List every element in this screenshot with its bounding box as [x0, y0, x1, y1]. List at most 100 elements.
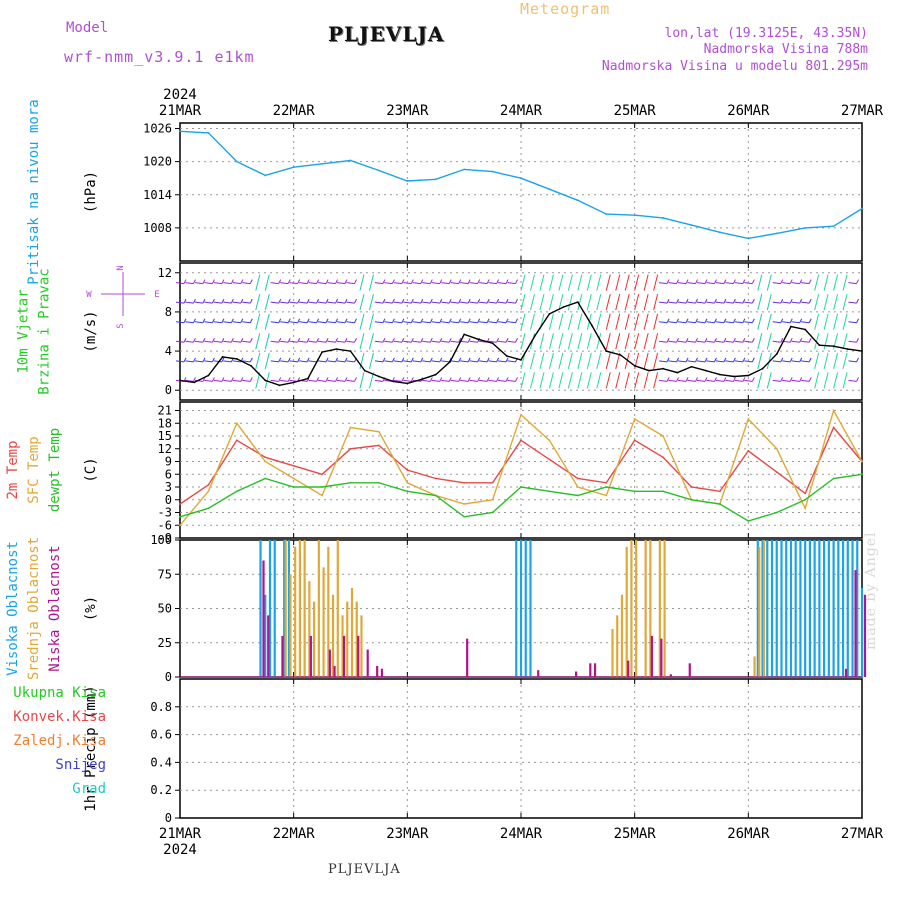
wind-barb: [249, 298, 253, 304]
wind-barb: [354, 318, 357, 323]
wind-barb: [789, 279, 793, 284]
wind-barb: [791, 282, 800, 285]
wind-barb: [336, 340, 346, 343]
wind-barb: [634, 372, 640, 389]
wind-barb: [666, 318, 670, 323]
wind-barb: [450, 360, 459, 363]
wind-barb: [441, 321, 450, 324]
wind-barb: [194, 360, 204, 363]
wind-barb: [751, 298, 755, 304]
temperature-data-point: [832, 426, 835, 429]
wind-data-point: [306, 377, 309, 380]
wind-barb: [441, 360, 450, 363]
wind-barb: [706, 360, 715, 363]
wind-barb: [346, 379, 355, 382]
wind-barb: [420, 298, 424, 304]
wind-data-point: [747, 374, 750, 377]
wind-barb: [856, 318, 859, 323]
wind-barb: [539, 294, 545, 311]
wind-barb: [344, 318, 348, 323]
wind-barb: [412, 282, 421, 285]
wind-barb: [577, 333, 583, 350]
cloud-side-label: Visoka Oblacnost: [5, 541, 21, 676]
wind-barb: [429, 318, 433, 323]
wind-barb: [316, 298, 320, 304]
wind-barb: [327, 282, 336, 285]
wind-barb: [539, 372, 545, 389]
wind-barb: [185, 321, 194, 324]
wind-barb: [520, 313, 526, 330]
wind-data-point: [619, 354, 622, 356]
wind-barb: [359, 372, 365, 389]
wind-data-point: [562, 306, 565, 308]
wind-data-point: [335, 348, 338, 351]
wind-barb: [325, 377, 329, 382]
wind-barb: [344, 377, 348, 382]
wind-barb: [780, 279, 784, 284]
wind-barb: [185, 379, 194, 382]
wind-barb: [801, 321, 810, 324]
wind-barb: [382, 279, 386, 284]
wind-barb: [412, 340, 421, 343]
wind-barb: [505, 279, 509, 284]
wind-barb: [848, 321, 857, 324]
wind-barb: [723, 318, 727, 323]
wind-barb: [308, 282, 317, 285]
wind-barb: [725, 321, 734, 324]
wind-barb: [410, 318, 414, 323]
wind-barb: [374, 340, 383, 343]
cloud-ytick-label: 100: [150, 533, 172, 547]
temperature-data-point: [520, 486, 522, 488]
wind-barb: [687, 282, 696, 285]
wind-barb: [486, 377, 490, 382]
wind-barb: [577, 352, 583, 369]
wind-barb: [567, 274, 573, 291]
temperature-data-point: [292, 464, 295, 467]
wind-barb: [732, 318, 736, 323]
wind-ytick-label: 12: [158, 266, 172, 280]
wind-barb: [460, 379, 469, 382]
wind-data-point: [633, 364, 636, 367]
wind-barb: [420, 279, 424, 284]
wind-barb: [278, 318, 282, 323]
wind-barb: [297, 279, 301, 284]
precipitation-ytick-label: 0.2: [150, 783, 172, 797]
wind-barb: [391, 318, 395, 323]
pressure-data-point: [747, 237, 750, 240]
precipitation-units-label: 1hr Precip (mm): [83, 685, 99, 811]
wind-barb: [742, 357, 746, 363]
wind-barb: [458, 357, 462, 363]
wind-data-point: [676, 371, 679, 374]
wind-barb: [458, 279, 462, 284]
wind-barb: [316, 377, 320, 382]
wind-data-point: [193, 381, 196, 384]
wind-barb: [687, 340, 696, 343]
wind-barb: [401, 298, 405, 304]
wind-barb: [287, 357, 291, 363]
wind-barb: [713, 318, 717, 323]
wind-barb: [213, 340, 222, 343]
wind-barb: [725, 360, 734, 363]
pressure-side-label: Pritisak na nivou mora: [26, 99, 42, 284]
wind-barb: [772, 301, 781, 304]
wind-barb: [204, 340, 213, 343]
wind-barb: [264, 313, 270, 330]
temperature-ytick-label: 12: [158, 442, 172, 456]
wind-barb: [848, 282, 857, 285]
wind-barb: [336, 282, 346, 285]
wind-barb: [384, 360, 393, 363]
compass-label: N: [116, 265, 126, 270]
wind-barb: [325, 298, 329, 304]
wind-barb: [744, 282, 753, 285]
lon-lat-label: lon,lat (19.3125E, 43.35N): [664, 26, 869, 41]
temperature-ytick-label: 15: [158, 429, 172, 443]
wind-barb: [354, 279, 357, 284]
wind-barb: [823, 372, 829, 389]
temperature-ytick-label: 9: [165, 455, 172, 469]
wind-data-point: [790, 325, 792, 328]
wind-barb: [211, 318, 215, 323]
wind-barb: [410, 279, 414, 284]
wind-barb: [634, 313, 640, 330]
wind-barb: [725, 301, 734, 304]
